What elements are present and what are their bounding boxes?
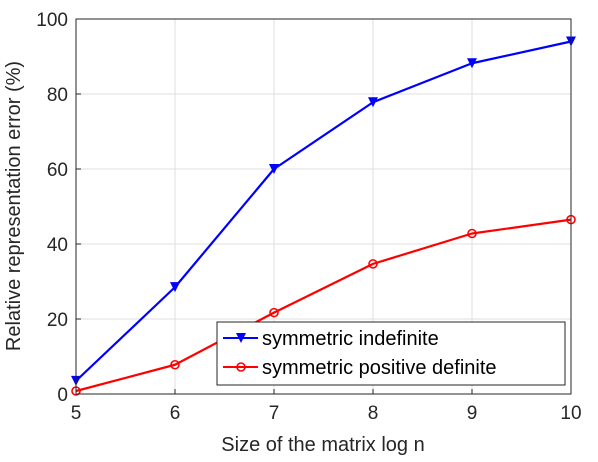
plot-frame (75, 18, 572, 395)
point-symmetric-indefinite-6 (170, 282, 180, 293)
legend-marker-symmetric-positive-definite (236, 362, 246, 372)
series-line-symmetric-positive-definite (75, 218, 572, 393)
x-tick-label-8: 8 (368, 403, 379, 424)
point-symmetric-positive-definite-8 (368, 259, 378, 269)
point-symmetric-indefinite-9 (467, 58, 477, 69)
x-tick-label-9: 9 (467, 403, 478, 424)
legend-label-symmetric-positive-definite: symmetric positive definite (262, 357, 497, 379)
x-tick-label-7: 7 (269, 403, 280, 424)
series-layer (71, 36, 576, 396)
x-tick-label-5: 5 (71, 403, 82, 424)
point-symmetric-positive-definite-9 (467, 228, 477, 239)
y-tick-label-80: 80 (47, 85, 68, 106)
point-symmetric-positive-definite-6 (170, 359, 180, 370)
y-axis-label: Relative representation error (%) (3, 61, 25, 351)
y-tick-label-40: 40 (47, 235, 68, 256)
legend-box (216, 321, 566, 386)
y-tick-label-60: 60 (47, 160, 68, 181)
legend: symmetric indefinite symmetric positive … (216, 321, 566, 386)
series-line-symmetric-indefinite (75, 40, 572, 382)
x-tick-label-10: 10 (560, 403, 581, 424)
x-tick-label-6: 6 (170, 403, 181, 424)
legend-label-symmetric-indefinite: symmetric indefinite (262, 328, 439, 350)
point-symmetric-indefinite-8 (368, 97, 378, 108)
point-symmetric-positive-definite-7 (269, 307, 279, 318)
x-axis-label: Size of the matrix log n (221, 434, 424, 456)
legend-marker-symmetric-indefinite (236, 333, 246, 343)
point-symmetric-indefinite-7 (269, 164, 279, 174)
y-tick-label-0: 0 (57, 385, 68, 406)
y-tick-label-100: 100 (36, 10, 68, 31)
y-tick-label-20: 20 (47, 310, 68, 331)
